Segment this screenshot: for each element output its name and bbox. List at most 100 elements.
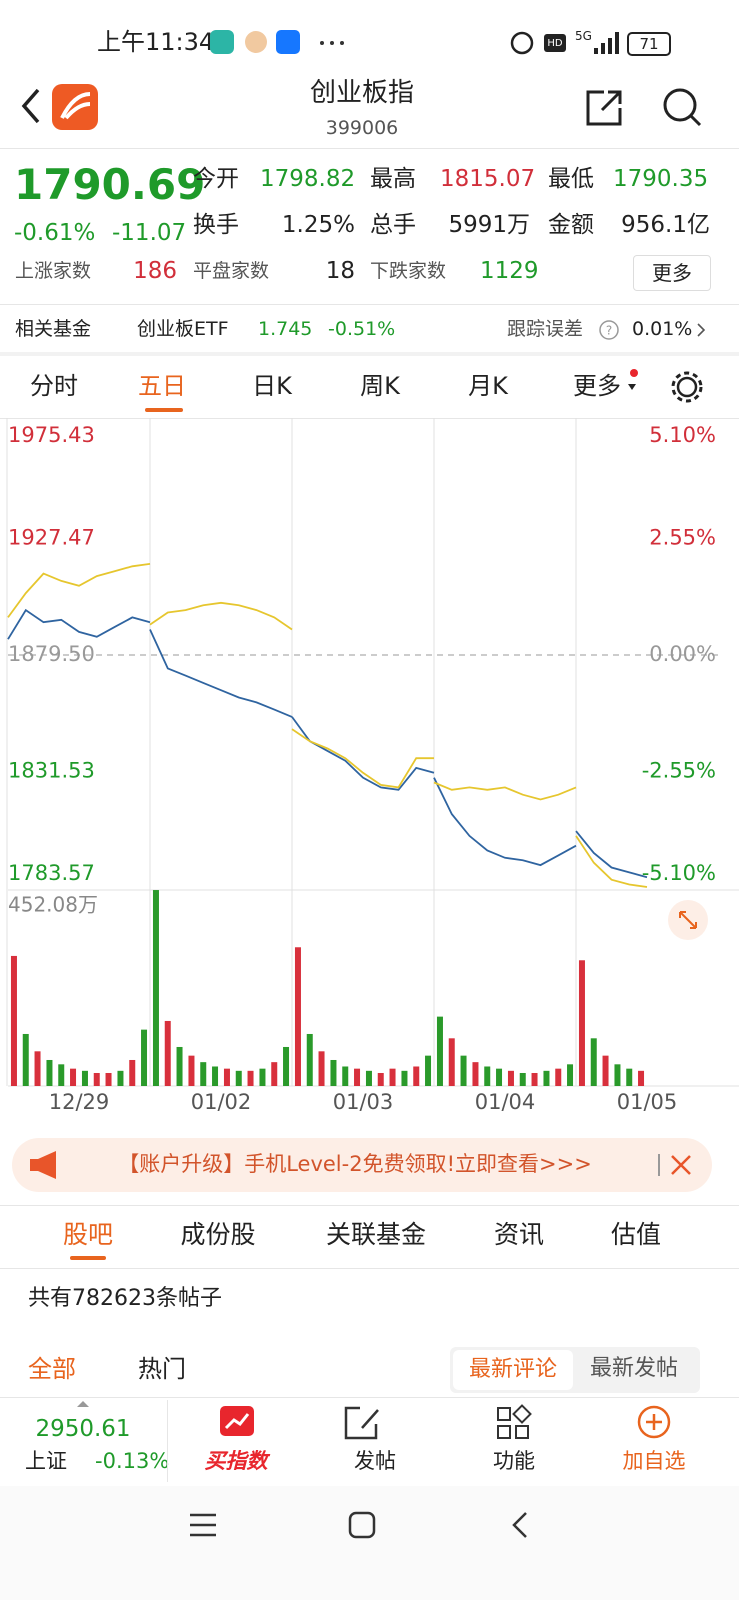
svg-text:?: ? (606, 324, 612, 338)
tab[interactable]: 周K (360, 372, 400, 400)
volume-bar (294, 947, 301, 1086)
volume-bar (460, 1055, 467, 1086)
x-tick-label: 12/29 (49, 1090, 110, 1114)
tab[interactable]: 日K (252, 372, 292, 400)
zoom-icon (679, 911, 697, 929)
volume-bar (330, 1059, 337, 1086)
tracking-error: 0.01% (632, 318, 693, 340)
sub-tab[interactable]: 资讯 (493, 1220, 545, 1249)
action[interactable]: 功能 (493, 1449, 535, 1473)
stat-label: 今开 (193, 166, 239, 192)
volume-bar (271, 1062, 278, 1086)
volume-bar (507, 1070, 514, 1086)
action[interactable]: 买指数 (204, 1449, 268, 1473)
volume-bar (212, 1066, 219, 1086)
banner-text: 【账户升级】手机Level-2免费领取!立即查看>>> (118, 1152, 592, 1176)
back[interactable] (21, 88, 40, 124)
banner[interactable] (12, 1138, 712, 1192)
tab[interactable]: 更多 (573, 372, 621, 400)
sub-tab[interactable]: 股吧 (62, 1220, 114, 1249)
settings[interactable] (671, 371, 703, 403)
volume-bar (105, 1072, 112, 1086)
volume-bar (389, 1068, 396, 1086)
volume-bar (472, 1062, 479, 1086)
filter-all[interactable]: 全部 (28, 1355, 76, 1383)
fund-change: -0.51% (328, 318, 396, 340)
tab-extras (628, 369, 703, 403)
subtab-underline (70, 1256, 106, 1260)
fund-name[interactable]: 创业板ETF (137, 318, 229, 340)
volume-bar (377, 1072, 384, 1086)
stat-value: 1815.07 (440, 166, 536, 192)
volume-bar (10, 955, 17, 1086)
y2-tick-label: 2.55% (649, 526, 716, 550)
tracking-icons: ? (599, 320, 706, 340)
caret (77, 1401, 89, 1407)
svg-text:HD: HD (547, 38, 563, 49)
divider (0, 352, 739, 356)
post-count: 共有782623条帖子 (28, 1286, 222, 1311)
tab[interactable]: 月K (468, 372, 508, 400)
stat-label: 最高 (370, 166, 416, 192)
price-line (7, 563, 648, 888)
volume-tick-label: 452.08万 (8, 893, 98, 917)
battery: 71 (627, 32, 671, 56)
volume-bar (401, 1070, 408, 1086)
sort-comment[interactable]: 最新评论 (453, 1350, 573, 1390)
volume-bar (638, 1070, 645, 1086)
volume-bar (590, 1038, 597, 1086)
volume-bar (235, 1070, 242, 1086)
sub-tab[interactable]: 成份股 (180, 1220, 256, 1249)
tab[interactable]: 五日 (138, 372, 186, 400)
volume-bar (365, 1070, 372, 1086)
search[interactable] (663, 88, 702, 127)
tab[interactable]: 分时 (30, 372, 78, 400)
sort-post[interactable]: 最新发帖 (590, 1356, 679, 1381)
network: 5G (575, 29, 592, 43)
breadth-label: 上涨家数 (15, 260, 92, 282)
y-tick-label: 1879.50 (8, 642, 95, 666)
volume-bar (484, 1066, 491, 1086)
volume-bar (436, 1016, 443, 1086)
filter-hot[interactable]: 热门 (138, 1355, 186, 1383)
volume-bar (188, 1055, 195, 1086)
action-icons (220, 1404, 671, 1440)
volume-bar (81, 1070, 88, 1086)
y2-tick-label: 5.10% (649, 423, 716, 447)
volume-bar (176, 1046, 183, 1086)
breadth-label: 平盘家数 (193, 260, 270, 282)
sub-tab[interactable]: 关联基金 (325, 1220, 427, 1249)
index-change: -0.13% (95, 1449, 170, 1473)
stat-label: 换手 (193, 212, 239, 238)
share[interactable] (586, 90, 622, 126)
volume-bar (58, 1064, 65, 1086)
volume-bar (354, 1068, 361, 1086)
volume-bar (259, 1068, 266, 1086)
volume-bar (117, 1070, 124, 1086)
y2-tick-label: -2.55% (642, 759, 716, 783)
volume-bar (306, 1033, 313, 1086)
volume-bar (543, 1070, 550, 1086)
breadth-label: 下跌家数 (370, 260, 447, 282)
volume-bar (164, 1020, 171, 1086)
action[interactable]: 加自选 (622, 1449, 686, 1473)
price: 1790.69 (14, 160, 206, 209)
volume-bar (22, 1033, 29, 1086)
change-pct: -0.61% (14, 220, 96, 246)
stat-value: 1790.35 (613, 166, 709, 192)
volume-bar (602, 1055, 609, 1086)
volume-bar (93, 1072, 100, 1086)
volume-bar (425, 1055, 432, 1086)
change: -11.07 (112, 220, 187, 246)
y2-tick-label: 0.00% (649, 642, 716, 666)
sub-tab[interactable]: 估值 (610, 1220, 662, 1249)
y-tick-label: 1927.47 (8, 525, 95, 549)
volume-bar (614, 1064, 621, 1086)
x-tick-label: 01/03 (333, 1090, 394, 1114)
action[interactable]: 发帖 (354, 1449, 396, 1473)
x-tick-label: 01/02 (191, 1090, 252, 1114)
more-button[interactable]: 更多 (633, 255, 711, 291)
x-tick-label: 01/05 (617, 1090, 678, 1114)
volume-bar (342, 1066, 349, 1086)
volume-bar (578, 960, 585, 1086)
